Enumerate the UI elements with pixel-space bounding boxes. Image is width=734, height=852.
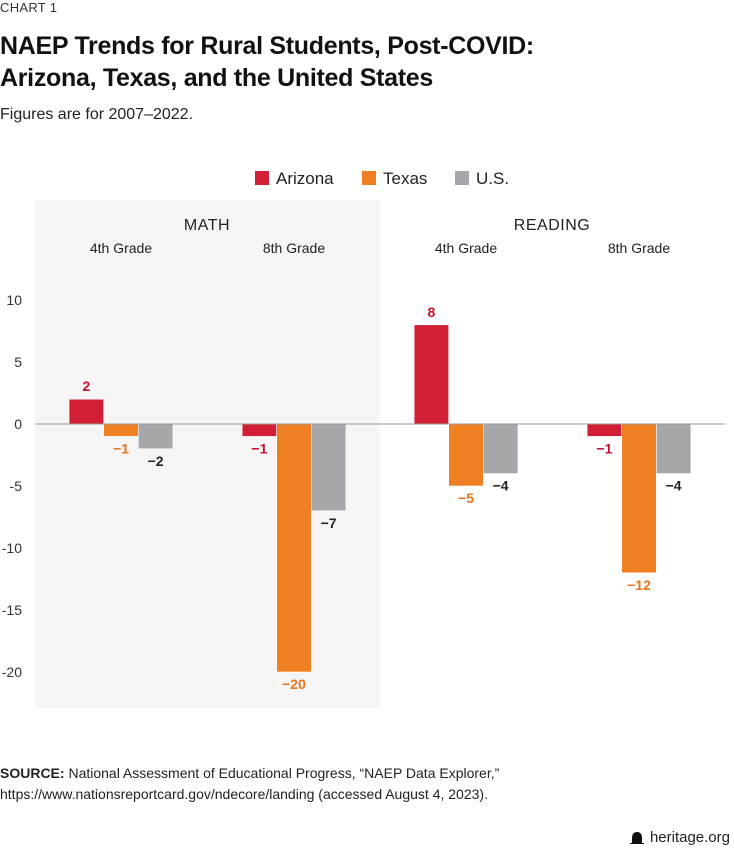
chart-subtitle: Figures are for 2007–2022. bbox=[0, 106, 194, 123]
title-line-2: Arizona, Texas, and the United States bbox=[0, 64, 433, 92]
legend-label: Texas bbox=[383, 169, 427, 188]
y-tick-label: -15 bbox=[2, 602, 22, 618]
bell-icon bbox=[629, 832, 644, 844]
bar bbox=[68, 398, 104, 425]
title-line-1: NAEP Trends for Rural Students, Post-COV… bbox=[0, 32, 534, 60]
category-label: 8th Grade bbox=[263, 240, 325, 256]
legend-swatch bbox=[362, 171, 376, 185]
data-label: −4 bbox=[666, 478, 682, 494]
data-label: 2 bbox=[83, 378, 91, 394]
bar bbox=[413, 324, 450, 425]
y-tick-label: -5 bbox=[10, 478, 23, 494]
data-label: −4 bbox=[493, 478, 509, 494]
data-label: −2 bbox=[148, 453, 164, 469]
bar bbox=[482, 423, 519, 474]
data-label: −1 bbox=[251, 440, 267, 456]
y-tick-label: 0 bbox=[14, 416, 22, 432]
data-label: −20 bbox=[282, 676, 306, 692]
data-label: 8 bbox=[428, 304, 436, 320]
bar-chart: Arizona Texas U.S. MATH READING 4th Grade 8th … bbox=[1, 169, 725, 692]
data-label: −1 bbox=[596, 440, 612, 456]
panel-label: MATH bbox=[184, 217, 230, 234]
bar bbox=[448, 423, 484, 487]
bar bbox=[276, 423, 312, 673]
bar bbox=[241, 423, 278, 437]
y-tick-label: 10 bbox=[6, 292, 22, 308]
chart-title: NAEP Trends for Rural Students, Post-COV… bbox=[0, 30, 534, 94]
y-tick-label: -20 bbox=[2, 664, 22, 680]
panel-label: READING bbox=[514, 217, 590, 234]
brand-text: heritage.org bbox=[649, 829, 730, 846]
bar bbox=[103, 423, 139, 437]
bar bbox=[621, 423, 657, 574]
category-label: 4th Grade bbox=[90, 240, 152, 256]
data-label: −5 bbox=[458, 490, 474, 506]
category-label: 8th Grade bbox=[608, 240, 670, 256]
legend-swatch bbox=[255, 171, 269, 185]
legend-label: Arizona bbox=[276, 169, 334, 188]
data-label: −1 bbox=[113, 440, 129, 456]
y-tick-label: 5 bbox=[14, 354, 22, 370]
brand: heritage.org bbox=[629, 829, 730, 846]
bar bbox=[586, 423, 622, 437]
bar bbox=[655, 423, 692, 474]
data-label: −12 bbox=[627, 577, 651, 593]
chart-kicker: CHART 1 bbox=[0, 0, 58, 15]
bar bbox=[138, 423, 174, 450]
legend-swatch bbox=[455, 171, 469, 185]
y-tick-label: -10 bbox=[2, 540, 22, 556]
source-text: National Assessment of Educational Progr… bbox=[0, 765, 500, 802]
source-note: SOURCE: National Assessment of Education… bbox=[0, 763, 734, 805]
category-label: 4th Grade bbox=[435, 240, 497, 256]
legend-label: U.S. bbox=[476, 169, 509, 188]
source-label: SOURCE: bbox=[0, 765, 65, 781]
data-label: −7 bbox=[321, 515, 337, 531]
bar bbox=[310, 423, 347, 512]
